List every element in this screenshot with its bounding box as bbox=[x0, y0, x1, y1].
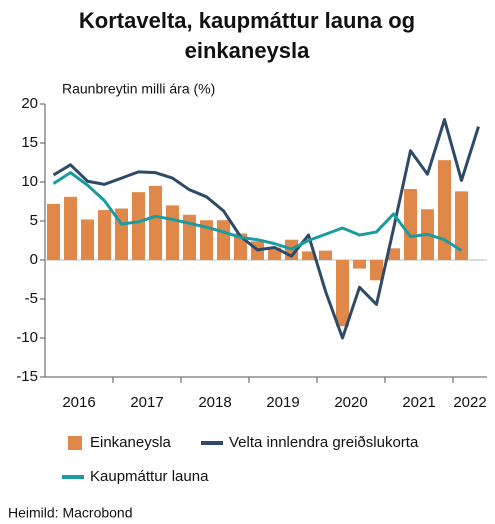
x-tick-label: 2022 bbox=[453, 394, 486, 411]
y-tick-label: 20 bbox=[21, 95, 38, 112]
bar bbox=[132, 192, 145, 260]
bar bbox=[438, 160, 451, 260]
bar bbox=[200, 220, 213, 260]
x-tick-label: 2020 bbox=[334, 394, 367, 411]
bar bbox=[302, 251, 315, 260]
bar bbox=[183, 214, 196, 260]
x-tick-label: 2016 bbox=[62, 394, 95, 411]
bar bbox=[47, 203, 60, 260]
x-tick-label: 2017 bbox=[130, 394, 163, 411]
y-tick-label: -5 bbox=[25, 290, 38, 307]
line bbox=[52, 118, 480, 340]
y-axis-label: Raunbreytin milli ára (%) bbox=[62, 81, 215, 97]
y-tick-label: 15 bbox=[21, 134, 38, 151]
legend-swatch bbox=[68, 436, 82, 450]
x-tick-label: 2021 bbox=[402, 394, 435, 411]
y-tick-label: -10 bbox=[16, 329, 38, 346]
bar bbox=[319, 250, 332, 260]
bar bbox=[336, 260, 349, 327]
source: Heimild: Macrobond bbox=[8, 505, 133, 521]
bar bbox=[166, 205, 179, 260]
chart-title: Kortavelta, kaupmáttur launa og bbox=[79, 8, 415, 33]
y-tick-label: 10 bbox=[21, 173, 38, 190]
bar bbox=[217, 220, 230, 260]
x-tick-label: 2018 bbox=[198, 394, 231, 411]
bar bbox=[387, 248, 400, 260]
legend-label: Velta innlendra greiðslukorta bbox=[229, 434, 419, 451]
legend-label: Kaupmáttur launa bbox=[90, 468, 209, 485]
bar bbox=[370, 260, 383, 281]
x-tick-label: 2019 bbox=[266, 394, 299, 411]
bar bbox=[81, 219, 94, 260]
y-tick-label: -15 bbox=[16, 368, 38, 385]
bar bbox=[149, 185, 162, 260]
y-tick-label: 0 bbox=[30, 251, 38, 268]
legend-label: Einkaneysla bbox=[90, 434, 172, 451]
line bbox=[52, 171, 463, 252]
bar bbox=[98, 210, 111, 260]
bar bbox=[404, 189, 417, 260]
bar bbox=[353, 260, 366, 269]
bar bbox=[64, 196, 77, 260]
y-tick-label: 5 bbox=[30, 212, 38, 229]
chart-title: einkaneysla bbox=[185, 38, 311, 63]
bar bbox=[455, 191, 468, 260]
